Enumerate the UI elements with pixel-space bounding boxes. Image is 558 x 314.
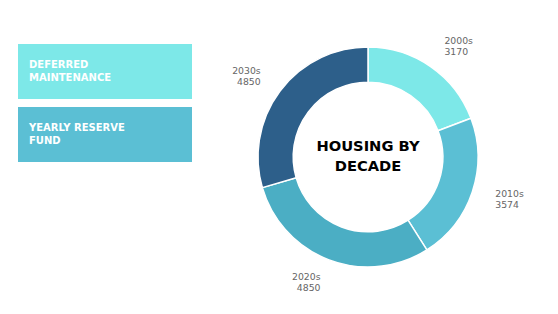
slice-category: 2020s xyxy=(292,271,321,282)
title-line: HOUSING BY xyxy=(316,137,420,154)
slice xyxy=(368,47,471,131)
title-line: DECADE xyxy=(335,157,402,174)
slice-category: 2010s xyxy=(495,188,524,199)
chart: DEFERRED MAINTENANCE YEARLY RESERVE FUND HOU… xyxy=(0,0,558,314)
slice xyxy=(262,178,427,267)
annotation-box xyxy=(18,107,192,162)
donut: HOUSING BYDECADE2000s31702010s35742020s4… xyxy=(232,35,524,293)
annotation-line: MAINTENANCE xyxy=(29,72,111,83)
annotation-box xyxy=(18,44,192,99)
annotations: DEFERRED MAINTENANCE YEARLY RESERVE FUND xyxy=(18,44,192,162)
title: HOUSING BY DECADE xyxy=(316,137,420,174)
annotation-line: DEFERRED xyxy=(29,59,88,70)
annotation-text: DEFERRED MAINTENANCE xyxy=(29,59,111,83)
slice-label: 2020s4850 xyxy=(292,271,321,293)
slice-label: 2030s4850 xyxy=(232,64,261,86)
slice-label: 2000s3170 xyxy=(444,35,473,57)
slice-value: 4850 xyxy=(297,282,321,293)
slice-category: 2030s xyxy=(232,64,261,75)
slice-category: 2000s xyxy=(444,35,473,46)
slice-value: 4850 xyxy=(237,75,261,86)
annotation-text: YEARLY RESERVE FUND xyxy=(28,122,125,146)
slice-value: 3170 xyxy=(444,46,468,57)
slice-value: 3574 xyxy=(495,199,519,210)
slice-label: 2010s3574 xyxy=(495,188,524,210)
annotation-line: FUND xyxy=(29,135,61,146)
annotation-line: YEARLY RESERVE xyxy=(28,122,125,133)
